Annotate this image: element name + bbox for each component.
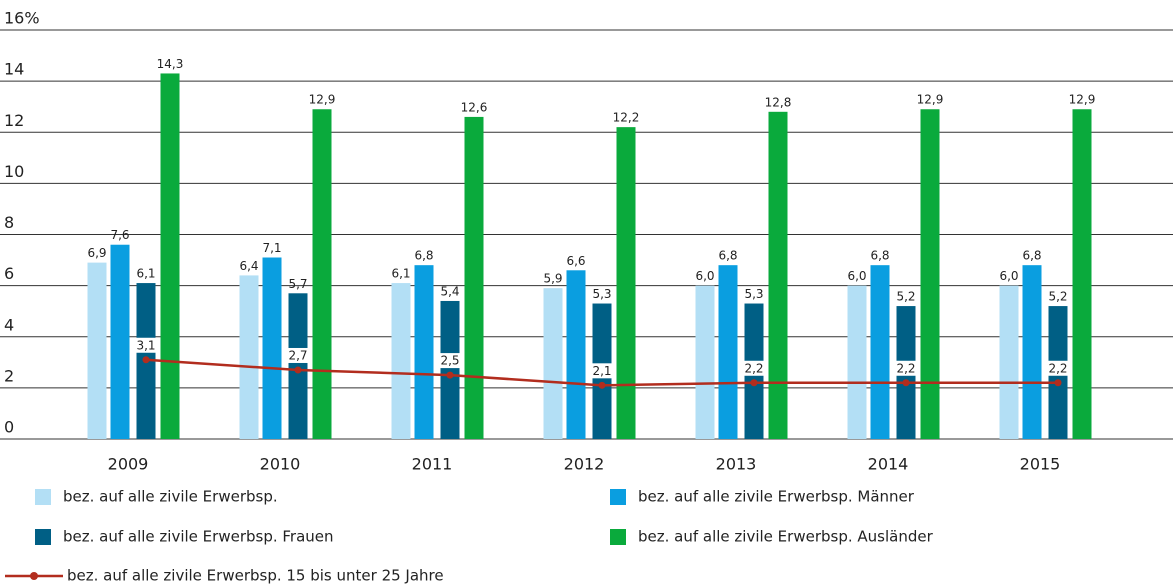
x-tick-label: 2013 xyxy=(716,455,757,474)
data-label: 7,6 xyxy=(110,228,129,242)
line-point xyxy=(446,371,454,379)
bar xyxy=(87,262,107,439)
line-point xyxy=(902,379,910,387)
data-label: 6,8 xyxy=(870,249,889,263)
data-label: 5,2 xyxy=(896,290,915,304)
bar xyxy=(464,116,484,439)
data-label: 5,3 xyxy=(744,287,763,301)
bar xyxy=(543,288,563,439)
data-label: 6,9 xyxy=(87,246,106,260)
data-label: 3,1 xyxy=(136,338,155,352)
line-point xyxy=(1054,379,1062,387)
data-label: 2,1 xyxy=(592,364,611,378)
label-box xyxy=(440,353,460,369)
bar xyxy=(288,293,308,439)
legend-swatch xyxy=(35,529,51,545)
data-label: 12,9 xyxy=(309,93,336,107)
data-label: 14,3 xyxy=(157,57,184,71)
bar xyxy=(566,270,586,439)
data-label: 2,2 xyxy=(896,361,915,375)
legend-label: bez. auf alle zivile Erwerbsp. 15 bis un… xyxy=(67,567,444,584)
bar xyxy=(414,265,434,439)
y-tick-label: 4 xyxy=(4,315,14,334)
x-tick-label: 2009 xyxy=(108,455,149,474)
bar xyxy=(999,285,1019,439)
data-label: 7,1 xyxy=(262,241,281,255)
bar xyxy=(391,283,411,439)
bar xyxy=(160,73,180,440)
data-label: 12,8 xyxy=(765,95,792,109)
data-label: 5,9 xyxy=(543,272,562,286)
data-label: 2,2 xyxy=(1048,361,1067,375)
label-box xyxy=(288,347,308,363)
data-label: 6,4 xyxy=(239,259,258,273)
y-tick-label: 12 xyxy=(4,111,24,130)
data-label: 12,9 xyxy=(917,93,944,107)
legend-swatch xyxy=(610,489,626,505)
line-point xyxy=(750,379,758,387)
x-tick-label: 2012 xyxy=(564,455,605,474)
legend-label: bez. auf alle zivile Erwerbsp. Ausländer xyxy=(638,528,934,546)
legend-label: bez. auf alle zivile Erwerbsp. Männer xyxy=(638,488,915,506)
y-tick-label: 0 xyxy=(4,418,14,437)
bar xyxy=(440,300,460,439)
legend-label: bez. auf alle zivile Erwerbsp. Frauen xyxy=(63,528,334,546)
legend-marker xyxy=(30,572,38,580)
data-label: 2,2 xyxy=(744,361,763,375)
bar xyxy=(262,257,282,439)
data-label: 6,0 xyxy=(847,269,866,283)
y-tick-label: 10 xyxy=(4,162,24,181)
legend-swatch xyxy=(35,489,51,505)
data-label: 12,6 xyxy=(461,100,488,114)
line-point xyxy=(294,366,302,374)
x-tick-label: 2010 xyxy=(260,455,301,474)
data-label: 6,8 xyxy=(414,249,433,263)
bar xyxy=(695,285,715,439)
legend-swatch xyxy=(610,529,626,545)
bar xyxy=(110,244,130,439)
label-box xyxy=(896,360,916,376)
bar xyxy=(239,275,259,439)
bar xyxy=(847,285,867,439)
data-label: 5,3 xyxy=(592,287,611,301)
x-tick-label: 2014 xyxy=(868,455,909,474)
label-box xyxy=(592,363,612,379)
line-point xyxy=(142,356,150,364)
bar xyxy=(1022,265,1042,439)
x-tick-label: 2015 xyxy=(1020,455,1061,474)
line-point xyxy=(598,381,606,389)
data-label: 6,0 xyxy=(999,269,1018,283)
data-label: 6,1 xyxy=(136,267,155,281)
data-label: 6,6 xyxy=(566,254,585,268)
data-label: 12,2 xyxy=(613,111,640,125)
data-label: 6,1 xyxy=(391,267,410,281)
data-label: 5,4 xyxy=(440,284,459,298)
data-label: 6,0 xyxy=(695,269,714,283)
label-box xyxy=(744,360,764,376)
label-box xyxy=(136,337,156,353)
y-tick-label: 6 xyxy=(4,264,14,283)
data-label: 12,9 xyxy=(1069,93,1096,107)
bar xyxy=(920,109,940,440)
bar xyxy=(312,109,332,440)
y-tick-label: 8 xyxy=(4,213,14,232)
y-tick-label: 14 xyxy=(4,60,24,79)
x-tick-label: 2011 xyxy=(412,455,453,474)
legend-label: bez. auf alle zivile Erwerbsp. xyxy=(63,488,278,506)
bar xyxy=(870,265,890,439)
label-box xyxy=(1048,360,1068,376)
data-label: 5,2 xyxy=(1048,290,1067,304)
bar xyxy=(768,111,788,440)
bar xyxy=(616,127,636,439)
data-label: 5,7 xyxy=(288,277,307,291)
bar xyxy=(1072,109,1092,440)
data-label: 6,8 xyxy=(1022,249,1041,263)
data-label: 6,8 xyxy=(718,249,737,263)
data-label: 2,7 xyxy=(288,348,307,362)
y-tick-label: 2 xyxy=(4,366,14,385)
y-tick-label: 16% xyxy=(4,9,40,28)
data-label: 2,5 xyxy=(440,354,459,368)
bar xyxy=(718,265,738,439)
